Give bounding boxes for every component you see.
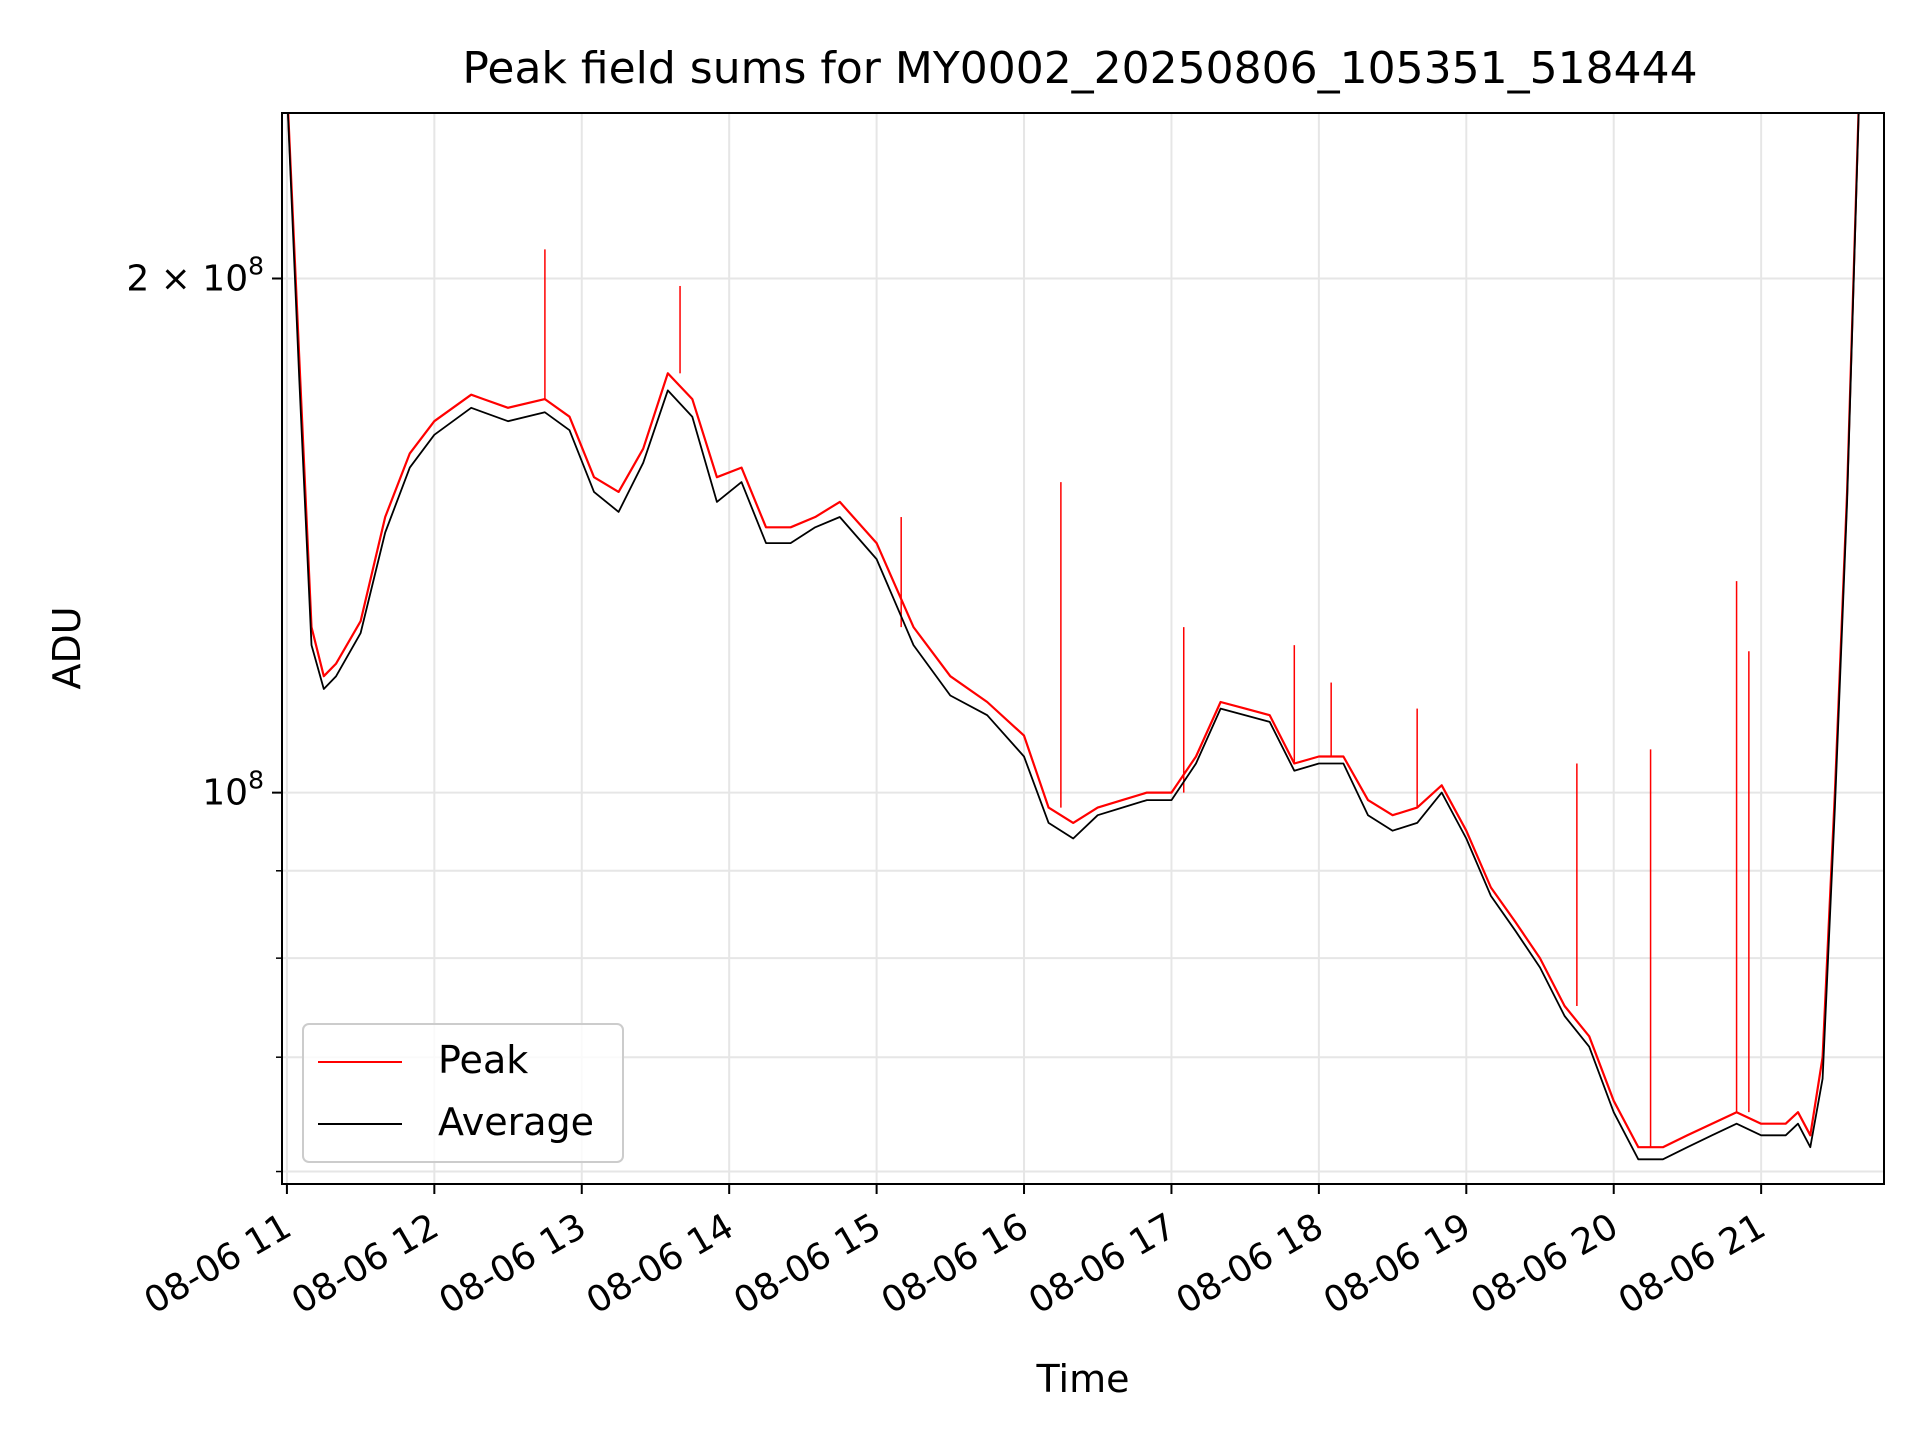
y-tick-label: 108 [202, 766, 264, 814]
series-line-peak [287, 113, 1860, 1149]
plot-series [286, 113, 1860, 1161]
x-axis-label: Time [1036, 1357, 1130, 1401]
legend: Peak Average [302, 1023, 624, 1163]
grid-lines [282, 113, 1884, 1184]
legend-peak-label: Peak [438, 1038, 528, 1082]
legend-average-label: Average [438, 1100, 594, 1144]
y-axis: 108 2 × 108 [126, 252, 282, 1173]
chart-title: Peak field sums for MY0002_20250806_1053… [462, 43, 1697, 94]
plot-frame [281, 112, 1885, 1185]
y-tick-label: 2 × 108 [126, 252, 264, 300]
legend-box [302, 1023, 624, 1163]
y-axis-label: ADU [45, 606, 89, 689]
series-line-average [286, 113, 1860, 1161]
